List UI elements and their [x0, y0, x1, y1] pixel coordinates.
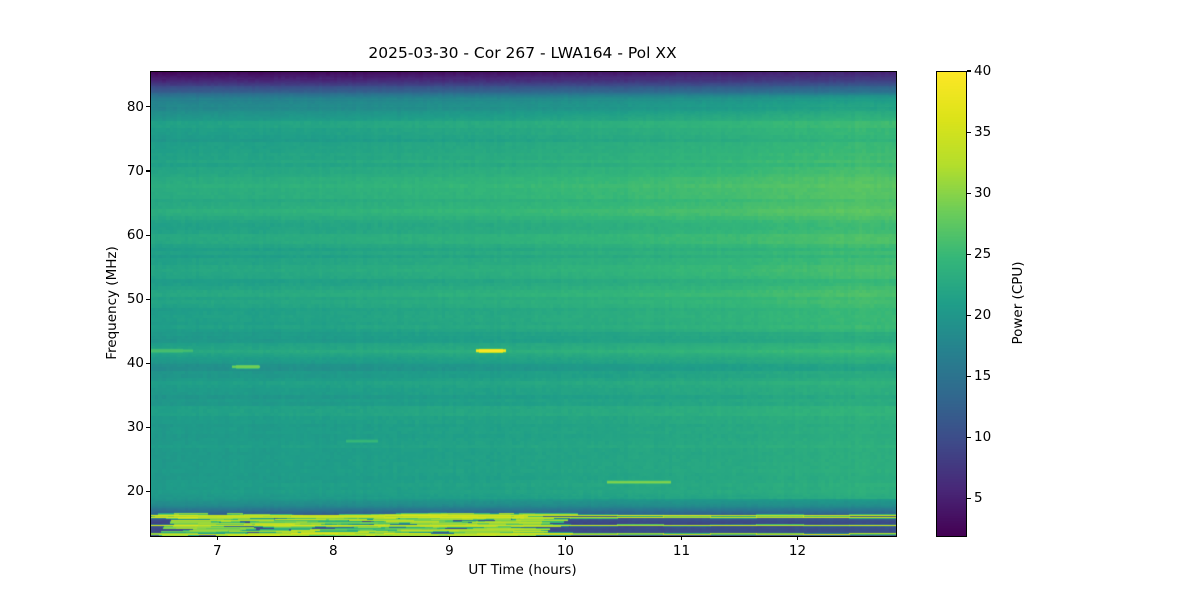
- x-tick-label: 9: [445, 543, 454, 559]
- colorbar-label: Power (CPU): [1010, 261, 1026, 345]
- y-tick-label: 80: [126, 98, 144, 115]
- colorbar-tick-label: 5: [974, 490, 983, 507]
- spectrogram-axes: [150, 71, 897, 537]
- colorbar-tick-label: 10: [974, 429, 992, 446]
- colorbar-tick-mark: [967, 253, 971, 255]
- y-tick-mark: [146, 362, 150, 364]
- y-tick-label: 20: [126, 483, 144, 500]
- colorbar-tick-label: 40: [974, 63, 992, 79]
- y-tick-mark: [146, 106, 150, 108]
- x-tick-label: 11: [672, 543, 691, 559]
- y-tick-label: 50: [126, 291, 144, 308]
- x-tick-mark: [680, 536, 683, 540]
- colorbar-tick-mark: [967, 192, 971, 194]
- x-tick-mark: [796, 536, 799, 540]
- colorbar-tick-mark: [967, 70, 971, 72]
- colorbar-tick-mark: [967, 436, 971, 438]
- dynamic-spectrum-image: [151, 72, 896, 536]
- y-tick-label: 70: [126, 162, 144, 179]
- x-tick-label: 8: [329, 543, 338, 559]
- colorbar-tick-label: 30: [974, 185, 992, 202]
- y-tick-mark: [146, 234, 150, 236]
- colorbar-tick-mark: [967, 131, 971, 133]
- y-tick-mark: [146, 298, 150, 300]
- colorbar-tick-mark: [967, 314, 971, 316]
- y-tick-mark: [146, 490, 150, 492]
- y-axis-label: Frequency (MHz): [104, 246, 120, 360]
- y-tick-label: 60: [126, 227, 144, 244]
- colorbar-tick-label: 15: [974, 368, 992, 385]
- x-tick-label: 12: [788, 543, 807, 559]
- y-tick-mark: [146, 170, 150, 172]
- x-axis-label: UT Time (hours): [468, 562, 577, 578]
- colorbar-tick-mark: [967, 375, 971, 377]
- colorbar-tick-label: 35: [974, 124, 992, 141]
- colorbar-tick-label: 20: [974, 307, 992, 324]
- colorbar-tick-label: 25: [974, 246, 992, 263]
- y-tick-mark: [146, 426, 150, 428]
- x-tick-mark: [564, 536, 566, 540]
- plot-title: 2025-03-30 - Cor 267 - LWA164 - Pol XX: [368, 44, 677, 62]
- x-tick-label: 10: [556, 543, 575, 559]
- colorbar-axes: [936, 71, 967, 537]
- y-tick-label: 30: [126, 419, 144, 436]
- colorbar-gradient: [937, 72, 966, 536]
- x-tick-mark: [216, 536, 218, 540]
- x-tick-mark: [332, 536, 334, 540]
- x-tick-label: 7: [213, 543, 222, 559]
- x-tick-mark: [448, 536, 450, 540]
- y-tick-label: 40: [126, 355, 144, 372]
- colorbar-tick-mark: [967, 497, 971, 499]
